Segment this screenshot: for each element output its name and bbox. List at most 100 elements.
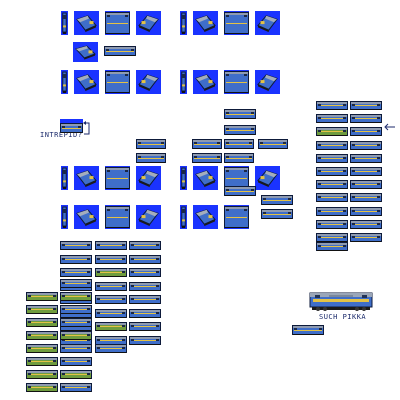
locomotive-side-sprite — [316, 136, 348, 150]
locomotive-side-sprite — [192, 149, 222, 163]
locomotive-sprite-tile — [61, 205, 68, 229]
locomotive-sprite-tile — [255, 70, 280, 94]
such-pikka-label: SUCH PIKKA — [319, 313, 367, 321]
locomotive-sprite-tile — [180, 166, 187, 190]
locomotive-side-sprite-green — [95, 317, 127, 331]
locomotive-sprite-tile — [193, 166, 218, 190]
locomotive-side-sprite — [95, 250, 127, 264]
locomotive-side-sprite — [129, 290, 161, 304]
locomotive-sprite-tile — [224, 70, 249, 94]
locomotive-side-sprite — [316, 228, 348, 242]
locomotive-side-sprite — [60, 300, 92, 314]
locomotive-sprite-tile — [136, 70, 161, 94]
locomotive-side-sprite — [350, 228, 382, 242]
locomotive-side-sprite-green — [26, 339, 58, 353]
locomotive-side-sprite — [316, 202, 348, 216]
locomotive-side-sprite-green — [60, 365, 92, 379]
locomotive-side-sprite — [129, 250, 161, 264]
locomotive-side-sprite — [95, 290, 127, 304]
hero-locomotive-sprite — [309, 290, 373, 312]
locomotive-side-sprite — [60, 339, 92, 353]
locomotive-side-sprite — [224, 135, 254, 149]
locomotive-side-sprite-green — [26, 326, 58, 340]
locomotive-side-sprite — [316, 175, 348, 190]
locomotive-sprite-tile — [74, 205, 99, 229]
locomotive-side-sprite — [316, 96, 348, 110]
locomotive-sprite-tile — [61, 166, 68, 190]
locomotive-side-sprite-green — [26, 378, 58, 392]
locomotive-side-sprite — [129, 304, 161, 318]
locomotive-side-sprite — [224, 105, 256, 119]
locomotive-side-sprite — [224, 182, 256, 196]
locomotive-side-sprite-green — [60, 287, 92, 301]
locomotive-side-sprite — [350, 188, 382, 203]
locomotive-side-sprite — [129, 236, 161, 250]
locomotive-side-sprite — [95, 304, 127, 318]
locomotive-side-sprite — [224, 149, 254, 163]
locomotive-side-sprite — [316, 237, 348, 251]
locomotive-side-sprite — [316, 162, 348, 176]
locomotive-side-sprite — [60, 313, 92, 327]
locomotive-side-sprite-green — [26, 352, 58, 366]
locomotive-side-sprite — [350, 175, 382, 190]
locomotive-side-sprite — [316, 109, 348, 124]
locomotive-sprite-tile — [74, 70, 99, 94]
locomotive-side-sprite — [350, 202, 382, 216]
locomotive-side-sprite — [192, 135, 222, 149]
locomotive-side-sprite — [316, 149, 348, 163]
locomotive-side-sprite — [350, 149, 382, 163]
locomotive-sprite-tile — [255, 166, 280, 190]
locomotive-side-sprite — [316, 188, 348, 203]
locomotive-sprite-tile — [193, 11, 218, 35]
locomotive-sprite-tile — [74, 166, 99, 190]
locomotive-side-sprite — [95, 339, 127, 353]
locomotive-side-sprite — [60, 236, 92, 250]
locomotive-side-sprite — [316, 215, 348, 229]
locomotive-sprite-tile — [136, 166, 161, 190]
locomotive-sprite-tile — [255, 11, 280, 35]
locomotive-sprite-tile — [224, 205, 249, 229]
locomotive-side-sprite-green — [26, 365, 58, 379]
locomotive-side-sprite — [129, 277, 161, 291]
locomotive-side-sprite — [350, 109, 382, 124]
locomotive-sprite-tile — [193, 70, 218, 94]
locomotive-side-sprite-green — [316, 122, 348, 137]
locomotive-side-sprite — [104, 42, 136, 56]
locomotive-sprite-tile — [136, 205, 161, 229]
locomotive-side-sprite — [60, 274, 92, 288]
locomotive-side-sprite — [136, 135, 166, 149]
locomotive-side-sprite — [136, 149, 166, 163]
locomotive-sprite-tile — [74, 11, 99, 35]
locomotive-side-sprite-green — [26, 300, 58, 314]
locomotive-side-sprite — [224, 121, 256, 135]
locomotive-side-sprite-green — [60, 326, 92, 340]
locomotive-side-sprite — [60, 352, 92, 366]
locomotive-side-sprite-green — [26, 287, 58, 301]
locomotive-side-sprite — [129, 263, 161, 277]
locomotive-side-sprite — [60, 378, 92, 392]
locomotive-sprite-tile — [73, 42, 98, 62]
locomotive-sprite-tile — [105, 11, 130, 35]
locomotive-sprite-tile — [105, 166, 130, 190]
locomotive-side-sprite — [95, 277, 127, 291]
locomotive-sprite-tile — [61, 11, 68, 35]
locomotive-side-sprite — [261, 191, 293, 205]
locomotive-side-sprite — [350, 96, 382, 110]
locomotive-side-sprite — [350, 122, 382, 137]
locomotive-sprite-tile — [180, 11, 187, 35]
locomotive-side-sprite — [129, 331, 161, 345]
locomotive-side-sprite — [350, 162, 382, 176]
locomotive-side-sprite — [350, 215, 382, 229]
locomotive-side-sprite — [261, 205, 293, 219]
locomotive-sprite-tile — [61, 70, 68, 94]
locomotive-sprite-tile — [60, 119, 83, 133]
locomotive-sprite-tile — [180, 205, 187, 229]
locomotive-side-sprite-green — [26, 313, 58, 327]
locomotive-sprite-tile — [105, 70, 130, 94]
intrepid-label: INTREPID? — [40, 131, 83, 139]
locomotive-sprite-tile — [180, 70, 187, 94]
locomotive-side-sprite — [129, 317, 161, 331]
arrow-bracket-icon — [83, 121, 91, 138]
arrow-left-icon — [384, 123, 396, 134]
